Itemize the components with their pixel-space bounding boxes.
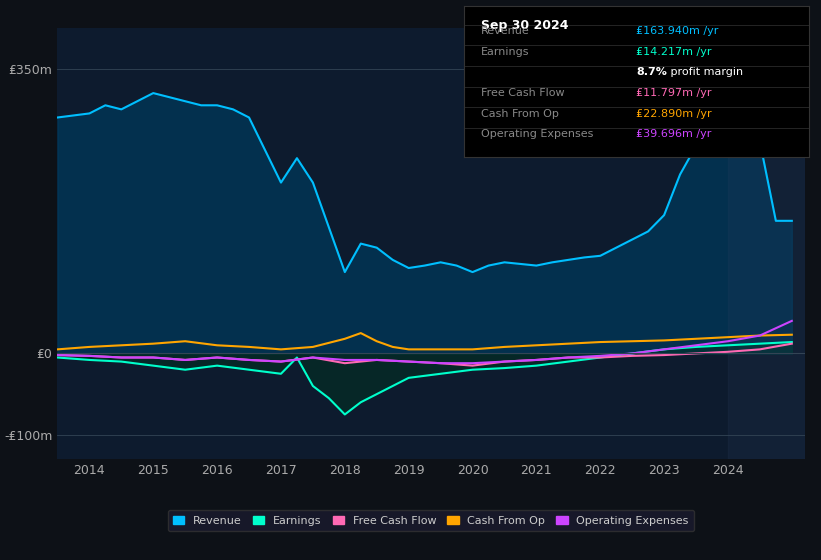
Text: ₤163.940m /yr: ₤163.940m /yr	[636, 26, 718, 36]
Text: Free Cash Flow: Free Cash Flow	[481, 88, 565, 98]
Text: 8.7%: 8.7%	[636, 67, 667, 77]
Text: Earnings: Earnings	[481, 47, 530, 57]
Text: Operating Expenses: Operating Expenses	[481, 129, 594, 139]
Text: Revenue: Revenue	[481, 26, 530, 36]
Text: ₤22.890m /yr: ₤22.890m /yr	[636, 109, 712, 119]
Bar	[728, 28, 805, 459]
Text: ₤14.217m /yr: ₤14.217m /yr	[636, 47, 712, 57]
Legend: Revenue, Earnings, Free Cash Flow, Cash From Op, Operating Expenses: Revenue, Earnings, Free Cash Flow, Cash …	[167, 510, 695, 531]
Text: Sep 30 2024: Sep 30 2024	[481, 19, 569, 32]
Text: ₤11.797m /yr: ₤11.797m /yr	[636, 88, 712, 98]
Text: Cash From Op: Cash From Op	[481, 109, 559, 119]
Text: profit margin: profit margin	[667, 67, 744, 77]
Text: ₤39.696m /yr: ₤39.696m /yr	[636, 129, 712, 139]
